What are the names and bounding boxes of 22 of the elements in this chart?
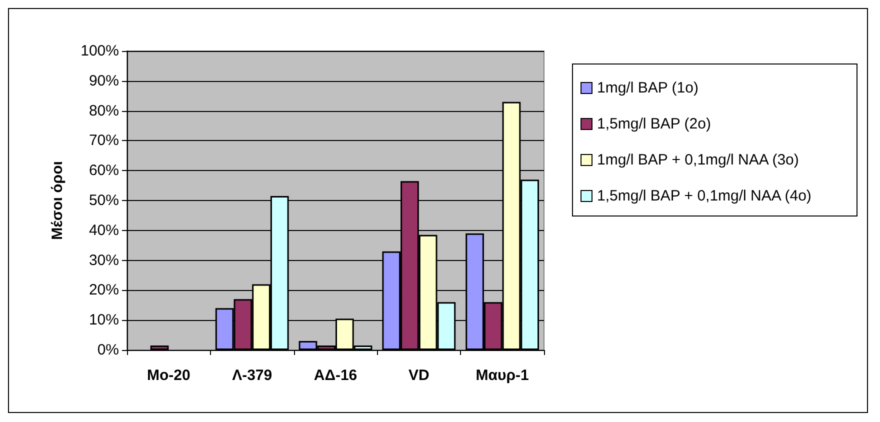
y-tick-label: 70% bbox=[88, 132, 119, 150]
legend-label: 1mg/l BAP + 0,1mg/l NAA (3o) bbox=[597, 152, 799, 168]
y-tick-label: 80% bbox=[88, 102, 119, 120]
y-tick-label: 100% bbox=[80, 42, 119, 60]
y-tick-label: 10% bbox=[88, 312, 119, 329]
y-tick-label: 0% bbox=[97, 342, 119, 358]
x-tick-label: Μαυρ-1 bbox=[476, 367, 529, 384]
y-tick-label: 30% bbox=[88, 252, 119, 269]
x-tick-label: ΑΔ-16 bbox=[314, 367, 358, 384]
legend-label: 1,5mg/l BAP + 0,1mg/l NAA (4o) bbox=[597, 188, 812, 204]
x-tick-label: Mo-20 bbox=[147, 367, 190, 384]
y-tick-label: 20% bbox=[88, 282, 119, 299]
y-tick-label: 60% bbox=[88, 162, 119, 180]
x-tick-label: Λ-379 bbox=[232, 367, 272, 384]
x-tick-label: VD bbox=[408, 367, 430, 384]
bar bbox=[150, 346, 169, 350]
y-tick-label: 40% bbox=[88, 222, 119, 239]
y-tick-label: 90% bbox=[88, 72, 119, 90]
y-tick-label: 50% bbox=[88, 192, 119, 209]
legend-label: 1,5mg/l BAP (2o) bbox=[597, 116, 711, 132]
y-axis-title: Μέσοι όροι bbox=[49, 161, 66, 240]
legend-label: 1mg/l BAP (1o) bbox=[597, 80, 698, 96]
